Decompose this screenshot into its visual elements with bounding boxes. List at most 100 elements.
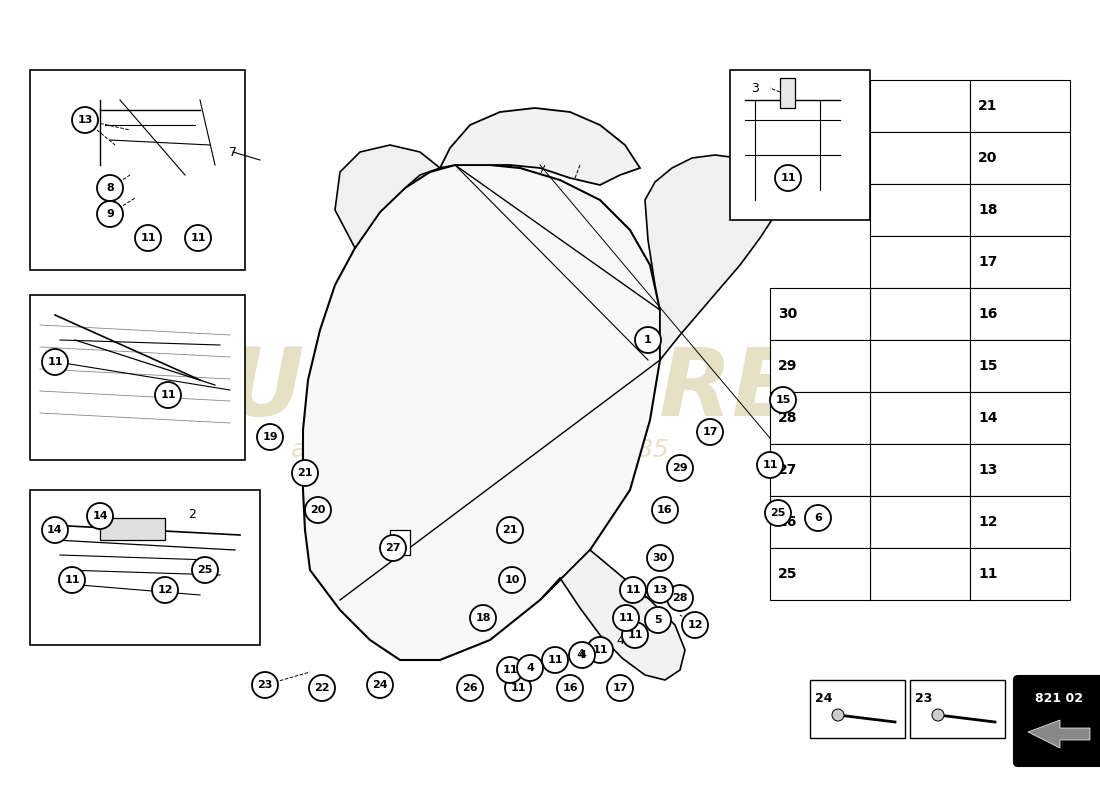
Circle shape <box>652 497 678 523</box>
Circle shape <box>252 672 278 698</box>
Text: 21: 21 <box>978 99 998 113</box>
Bar <box>30 295 245 460</box>
Bar <box>970 288 1070 340</box>
Text: 30: 30 <box>652 553 668 563</box>
Text: 6: 6 <box>814 513 822 523</box>
Text: 16: 16 <box>562 683 578 693</box>
Polygon shape <box>1028 720 1090 748</box>
Bar <box>910 680 1005 738</box>
Text: 3: 3 <box>751 82 759 94</box>
Circle shape <box>542 647 568 673</box>
Circle shape <box>620 577 646 603</box>
Text: 2: 2 <box>188 507 196 521</box>
Bar <box>770 496 870 548</box>
Text: 821 02: 821 02 <box>1035 691 1084 705</box>
Bar <box>970 340 1070 392</box>
Bar <box>810 680 905 738</box>
Text: 11: 11 <box>510 683 526 693</box>
Text: 4: 4 <box>579 650 586 660</box>
Text: 25: 25 <box>770 508 785 518</box>
Circle shape <box>292 460 318 486</box>
Circle shape <box>557 675 583 701</box>
Text: 14: 14 <box>92 511 108 521</box>
Text: 27: 27 <box>779 463 798 477</box>
Text: 22: 22 <box>315 683 330 693</box>
Text: 11: 11 <box>627 630 642 640</box>
Text: 26: 26 <box>462 683 477 693</box>
Text: 25: 25 <box>779 567 798 581</box>
Text: 18: 18 <box>475 613 491 623</box>
Circle shape <box>87 503 113 529</box>
Text: 13: 13 <box>77 115 92 125</box>
Text: 14: 14 <box>978 411 998 425</box>
Text: 29: 29 <box>672 463 688 473</box>
Bar <box>870 548 970 600</box>
Circle shape <box>309 675 336 701</box>
Text: 9: 9 <box>106 209 114 219</box>
Circle shape <box>697 419 723 445</box>
Text: 17: 17 <box>978 255 998 269</box>
Circle shape <box>185 225 211 251</box>
Text: 28: 28 <box>779 411 798 425</box>
Text: 11: 11 <box>190 233 206 243</box>
Circle shape <box>932 709 944 721</box>
Circle shape <box>59 567 85 593</box>
Circle shape <box>505 675 531 701</box>
Circle shape <box>155 382 182 408</box>
Circle shape <box>607 675 632 701</box>
Bar <box>30 70 245 270</box>
Text: 11: 11 <box>618 613 634 623</box>
Bar <box>970 184 1070 236</box>
Text: 16: 16 <box>657 505 673 515</box>
Text: 12: 12 <box>157 585 173 595</box>
Bar <box>770 444 870 496</box>
Circle shape <box>499 567 525 593</box>
Bar <box>870 236 970 288</box>
Polygon shape <box>540 550 685 680</box>
Text: 24: 24 <box>815 691 833 705</box>
Text: 10: 10 <box>504 575 519 585</box>
Text: 15: 15 <box>978 359 998 373</box>
Bar <box>870 184 970 236</box>
Circle shape <box>257 424 283 450</box>
Text: 29: 29 <box>779 359 798 373</box>
Text: 11: 11 <box>592 645 607 655</box>
Bar <box>870 444 970 496</box>
Bar <box>970 132 1070 184</box>
Polygon shape <box>302 165 660 660</box>
Text: 21: 21 <box>503 525 518 535</box>
Circle shape <box>613 605 639 631</box>
Bar <box>100 518 165 540</box>
Polygon shape <box>336 145 440 248</box>
Text: 16: 16 <box>978 307 998 321</box>
Circle shape <box>456 675 483 701</box>
Text: 14: 14 <box>47 525 63 535</box>
Text: 20: 20 <box>978 151 998 165</box>
Circle shape <box>497 517 522 543</box>
Text: 23: 23 <box>257 680 273 690</box>
Text: 13: 13 <box>652 585 668 595</box>
FancyBboxPatch shape <box>1014 676 1100 766</box>
Circle shape <box>517 655 543 681</box>
Text: 15: 15 <box>776 395 791 405</box>
Circle shape <box>667 585 693 611</box>
Text: 28: 28 <box>672 593 688 603</box>
Text: 27: 27 <box>385 543 400 553</box>
Polygon shape <box>645 155 780 360</box>
Polygon shape <box>440 108 640 185</box>
Text: 11: 11 <box>978 567 998 581</box>
Bar <box>870 496 970 548</box>
Circle shape <box>667 455 693 481</box>
Polygon shape <box>390 530 410 555</box>
Text: 11: 11 <box>64 575 79 585</box>
Bar <box>970 80 1070 132</box>
Circle shape <box>587 637 613 663</box>
Text: 4: 4 <box>616 634 624 646</box>
Text: 1: 1 <box>645 335 652 345</box>
Circle shape <box>682 612 708 638</box>
Bar <box>870 132 970 184</box>
Circle shape <box>72 107 98 133</box>
Bar <box>970 548 1070 600</box>
Text: 11: 11 <box>161 390 176 400</box>
Circle shape <box>647 577 673 603</box>
